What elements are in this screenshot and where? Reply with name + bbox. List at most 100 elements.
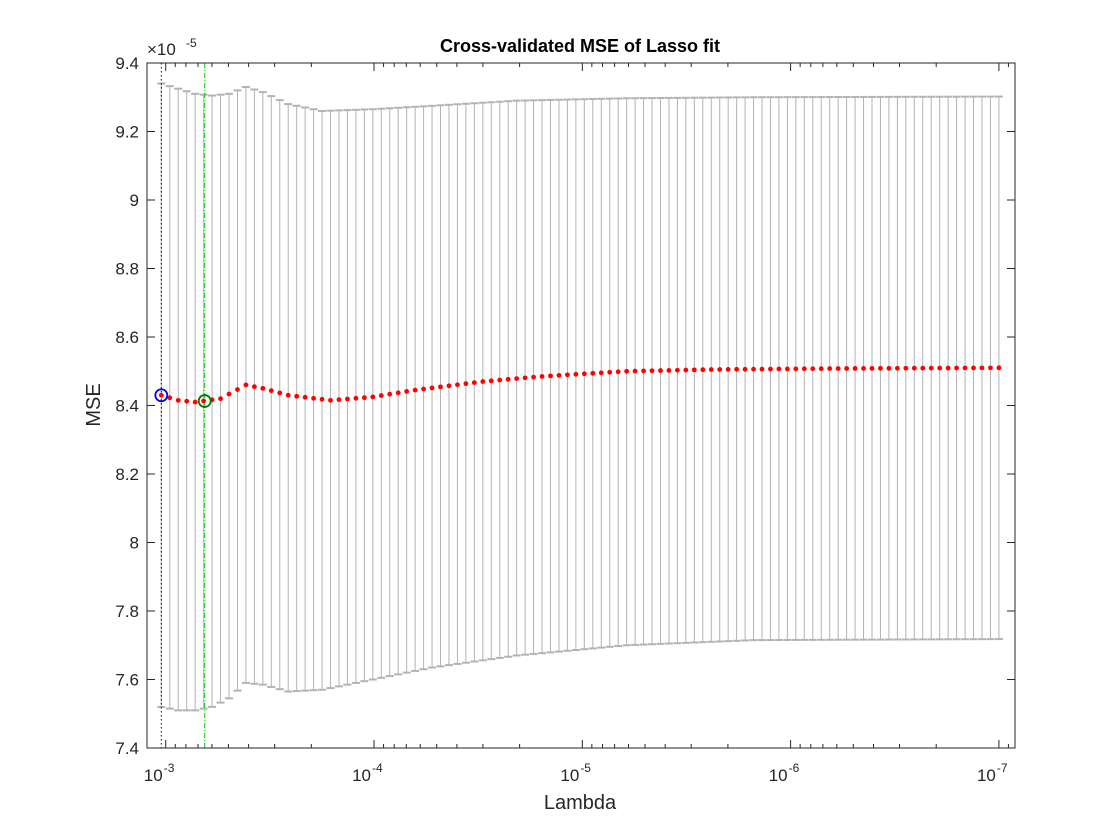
y-axis: 7.4 7.6 7.8 8 8.2 8.4 8.6 8.8 9 9.2 9.4 — [115, 54, 1015, 758]
mse-point — [522, 375, 528, 381]
y-tick-label: 7.4 — [115, 739, 139, 758]
mse-point — [869, 365, 875, 371]
mse-point — [945, 365, 951, 371]
mse-point — [429, 385, 435, 391]
y-tick-label: 7.6 — [115, 671, 139, 690]
mse-point — [302, 394, 308, 400]
mse-point — [505, 376, 511, 382]
y-tick-label: 8.2 — [115, 465, 139, 484]
mse-point — [268, 388, 274, 394]
x-tick-exponent: -3 — [164, 761, 175, 775]
mse-point — [361, 395, 367, 401]
mse-point — [801, 366, 807, 372]
mse-point — [878, 365, 883, 371]
mse-point — [632, 368, 638, 374]
mse-point — [251, 384, 257, 390]
mse-point — [784, 366, 790, 372]
mse-point — [598, 370, 604, 376]
error-bars — [157, 82, 1003, 712]
y-tick-label: 8.4 — [115, 397, 139, 416]
y-tick-label: 8.6 — [115, 328, 139, 347]
mse-point — [894, 365, 900, 371]
x-axis: 10 -3 10 -4 10 -5 10 -6 10 -7 — [144, 63, 1009, 785]
mse-point — [844, 366, 850, 371]
y-exponent: ×10 -5 — [147, 36, 197, 59]
mse-point — [886, 365, 892, 371]
mse-point — [514, 376, 520, 381]
mse-point — [370, 394, 376, 400]
mse-point — [911, 365, 917, 371]
mse-point — [404, 389, 410, 394]
mse-point — [531, 374, 536, 380]
y-exponent-base: ×10 — [147, 40, 176, 59]
y-tick-label: 9.2 — [115, 123, 139, 142]
mse-point — [903, 365, 909, 371]
mse-point — [717, 367, 723, 372]
mse-point — [277, 390, 283, 396]
mse-point — [345, 396, 350, 402]
mse-point — [928, 365, 934, 371]
x-tick-label: 10 — [352, 766, 371, 785]
mse-point — [725, 367, 731, 372]
mse-point — [497, 377, 503, 383]
mse-point — [175, 397, 181, 403]
mse-point — [708, 367, 714, 372]
mse-point — [641, 368, 646, 374]
x-axis-label: Lambda — [544, 792, 617, 814]
mse-point — [463, 381, 469, 387]
mse-point — [294, 393, 300, 399]
y-tick-label: 8 — [130, 534, 139, 553]
mse-point — [675, 367, 680, 373]
mse-point — [971, 365, 976, 371]
mse-point — [421, 386, 426, 392]
mse-point — [387, 391, 393, 397]
mse-point — [353, 395, 359, 401]
mse-point — [158, 392, 164, 398]
mse-point — [565, 372, 570, 378]
plot-area — [154, 63, 1003, 748]
mse-point — [201, 398, 207, 404]
mse-point — [776, 366, 782, 372]
x-tick-exponent: -4 — [372, 761, 383, 775]
mse-point — [285, 392, 291, 398]
y-tick-label: 9 — [130, 191, 139, 210]
mse-point — [378, 393, 384, 398]
mse-point — [734, 366, 740, 372]
mse-point — [988, 365, 993, 371]
y-exponent-power: -5 — [186, 36, 197, 50]
mse-point — [751, 366, 756, 372]
mse-point — [218, 396, 223, 402]
mse-point — [548, 373, 553, 379]
mse-point — [691, 367, 697, 373]
mse-point — [954, 365, 960, 371]
mse-point — [700, 367, 706, 373]
mse-point — [962, 365, 968, 371]
mse-point — [226, 391, 232, 397]
mse-point — [666, 367, 672, 373]
mse-point — [328, 397, 333, 403]
y-tick-label: 7.8 — [115, 602, 139, 621]
mse-point — [810, 366, 816, 372]
x-tick-label: 10 — [769, 766, 788, 785]
mse-point — [742, 366, 748, 372]
y-axis-label: MSE — [83, 383, 105, 426]
lambda-1se-marker — [154, 388, 169, 403]
mse-point — [920, 365, 926, 371]
mse-point — [615, 369, 621, 375]
mse-point — [658, 368, 663, 373]
mse-point — [827, 366, 833, 371]
mse-point — [235, 387, 240, 392]
mse-point — [556, 372, 562, 378]
mse-point — [573, 371, 579, 377]
x-tick-exponent: -5 — [580, 761, 591, 775]
mse-point — [480, 379, 486, 384]
mse-point — [793, 366, 799, 372]
x-tick-label: 10 — [144, 766, 163, 785]
mse-point — [624, 368, 630, 374]
mse-point — [412, 387, 418, 393]
mse-point — [683, 367, 689, 373]
mse-point — [438, 384, 443, 390]
mse-point — [471, 380, 477, 385]
mse-point — [260, 385, 266, 391]
